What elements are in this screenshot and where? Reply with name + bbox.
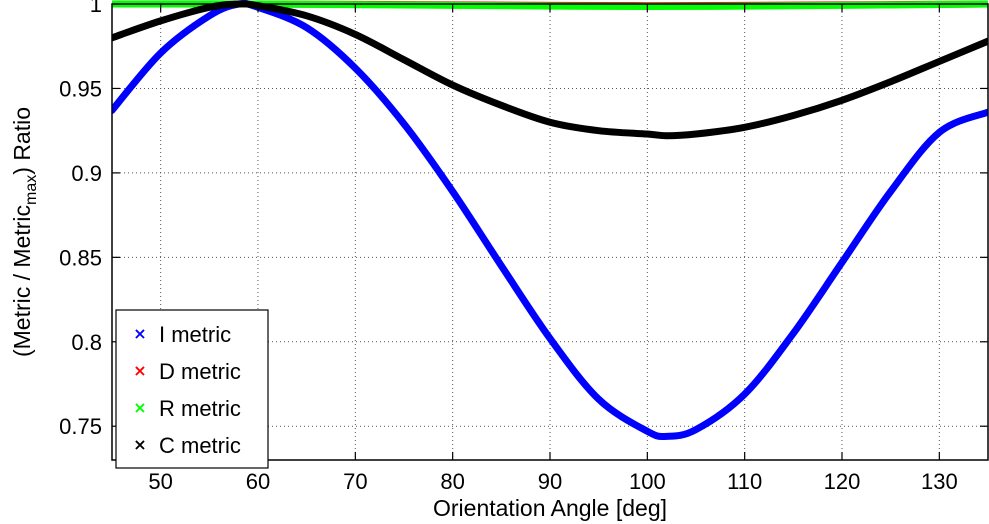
x-tick-label: 100	[629, 469, 666, 494]
x-tick-label: 110	[727, 469, 762, 494]
legend-label: R metric	[159, 396, 241, 421]
y-tick-label: 0.75	[59, 414, 102, 439]
x-tick-label: 80	[440, 469, 464, 494]
x-tick-label: 120	[824, 469, 861, 494]
y-axis-label: (Metric / Metricmax) Ratio	[9, 107, 40, 357]
legend-marker: ×	[133, 324, 146, 343]
legend-label: C metric	[159, 433, 241, 458]
y-tick-label: 0.8	[71, 330, 102, 355]
x-tick-label: 70	[343, 469, 367, 494]
y-tick-label: 0.95	[59, 76, 102, 101]
legend-label: I metric	[159, 322, 231, 347]
ticks: 50 60 70 80 90 100 110 120 130 0.75 0.8 0.85 0.9 0.95…	[59, 0, 988, 494]
y-tick-label: 0.9	[71, 161, 102, 186]
grid	[112, 3, 988, 460]
x-tick-label: 60	[246, 469, 270, 494]
x-tick-label: 50	[148, 469, 172, 494]
legend-marker: ×	[133, 435, 146, 454]
x-tick-label: 130	[921, 469, 958, 494]
legend-marker: ×	[133, 398, 146, 417]
y-axis-label-sub: max	[23, 175, 40, 205]
y-tick-label: 0.85	[59, 245, 102, 270]
legend-box	[115, 309, 269, 469]
y-tick-label: 1	[90, 0, 102, 17]
series-line-c-metric	[112, 0, 988, 140]
legend: × I metric × D metric × R metric × C metric	[115, 309, 269, 469]
y-axis-label-pre: (Metric / Metric	[9, 205, 35, 357]
legend-label: D metric	[159, 359, 241, 384]
legend-marker: ×	[133, 361, 146, 380]
y-axis-label-post: ) Ratio	[9, 107, 35, 175]
x-tick-label: 90	[538, 469, 562, 494]
x-axis-label: Orientation Angle [deg]	[433, 495, 667, 521]
